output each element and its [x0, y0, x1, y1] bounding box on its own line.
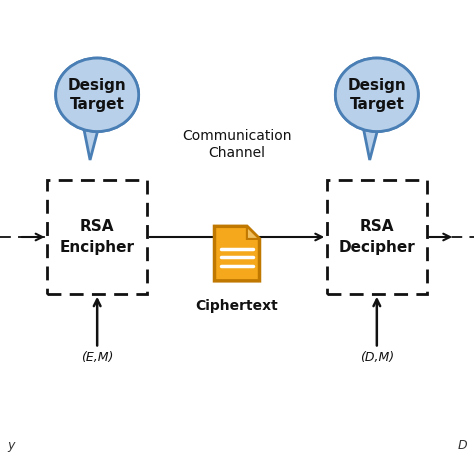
Text: Ciphertext: Ciphertext — [196, 299, 278, 313]
FancyBboxPatch shape — [47, 180, 147, 294]
Text: Communication
Channel: Communication Channel — [182, 129, 292, 160]
Ellipse shape — [336, 58, 419, 131]
Polygon shape — [247, 226, 259, 239]
Text: D: D — [457, 439, 467, 452]
Text: (D,M): (D,M) — [360, 351, 394, 365]
Text: Design
Target: Design Target — [68, 78, 127, 112]
Polygon shape — [364, 129, 378, 160]
Ellipse shape — [55, 58, 138, 131]
Polygon shape — [84, 129, 98, 160]
Text: Design
Target: Design Target — [347, 78, 406, 112]
Text: y: y — [7, 439, 15, 452]
Text: (E,M): (E,M) — [81, 351, 113, 365]
Text: RSA
Encipher: RSA Encipher — [60, 219, 135, 255]
Text: RSA
Decipher: RSA Decipher — [338, 219, 415, 255]
Polygon shape — [214, 226, 259, 281]
FancyBboxPatch shape — [327, 180, 427, 294]
Ellipse shape — [55, 58, 138, 131]
Ellipse shape — [336, 58, 419, 131]
